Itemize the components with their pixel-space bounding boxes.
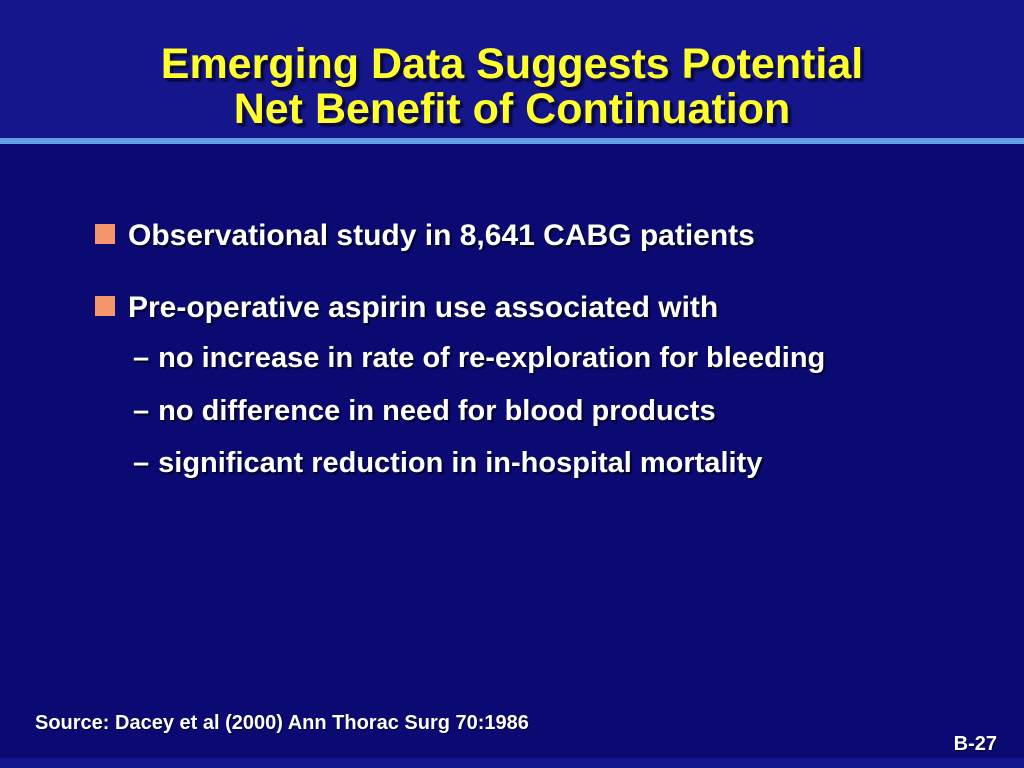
sub-bullet-text: no difference in need for blood products: [158, 395, 716, 427]
title-line-2: Net Benefit of Continuation: [233, 85, 791, 133]
sub-bullet-item-1: – no increase in rate of re-exploration …: [133, 340, 825, 376]
bullet-item-1: Observational study in 8,641 CABG patien…: [95, 218, 755, 254]
title-area: Emerging Data Suggests Potential Net Ben…: [0, 0, 1024, 138]
bullet-text: Pre-operative aspirin use associated wit…: [128, 291, 719, 324]
sub-bullet-item-3: – significant reduction in in-hospital m…: [133, 445, 762, 481]
bullet-text: Observational study in 8,641 CABG patien…: [128, 219, 755, 252]
sub-bullet-item-2: – no difference in need for blood produc…: [133, 393, 716, 429]
square-bullet-icon: [95, 296, 115, 316]
sub-bullet-text: significant reduction in in-hospital mor…: [158, 447, 763, 479]
slide-page-number: B-27: [953, 733, 997, 755]
dash-marker-icon: –: [133, 447, 150, 479]
title-divider-rule: [0, 138, 1024, 144]
sub-bullet-text: no increase in rate of re-exploration fo…: [158, 342, 826, 374]
title-line-1: Emerging Data Suggests Potential: [160, 40, 864, 88]
source-citation: Source: Dacey et al (2000) Ann Thorac Su…: [35, 712, 529, 734]
dash-marker-icon: –: [133, 395, 150, 427]
square-bullet-icon: [95, 224, 115, 244]
dash-marker-icon: –: [133, 342, 150, 374]
slide-body-panel: [0, 144, 1024, 758]
bullet-item-2: Pre-operative aspirin use associated wit…: [95, 290, 718, 326]
